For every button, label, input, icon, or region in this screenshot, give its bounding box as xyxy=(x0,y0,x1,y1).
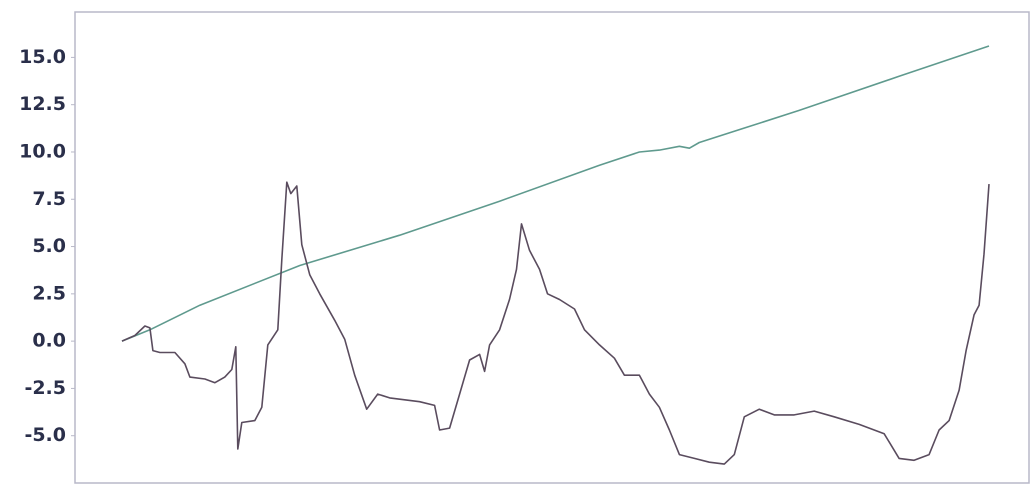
y-tick-label: 0.0 xyxy=(32,330,66,352)
plot-frame xyxy=(74,11,1030,484)
data-line xyxy=(121,181,990,465)
data-line xyxy=(121,45,990,342)
y-tick-label: 5.0 xyxy=(32,235,66,257)
y-tick-label: 12.5 xyxy=(19,93,66,115)
y-tick-label: -5.0 xyxy=(24,424,66,446)
y-tick-label: 2.5 xyxy=(32,282,66,304)
y-tick-label: -2.5 xyxy=(24,377,66,399)
y-tick-label: 10.0 xyxy=(19,140,66,162)
y-tick-label: 15.0 xyxy=(19,46,66,68)
y-tick-label: 7.5 xyxy=(32,188,66,210)
